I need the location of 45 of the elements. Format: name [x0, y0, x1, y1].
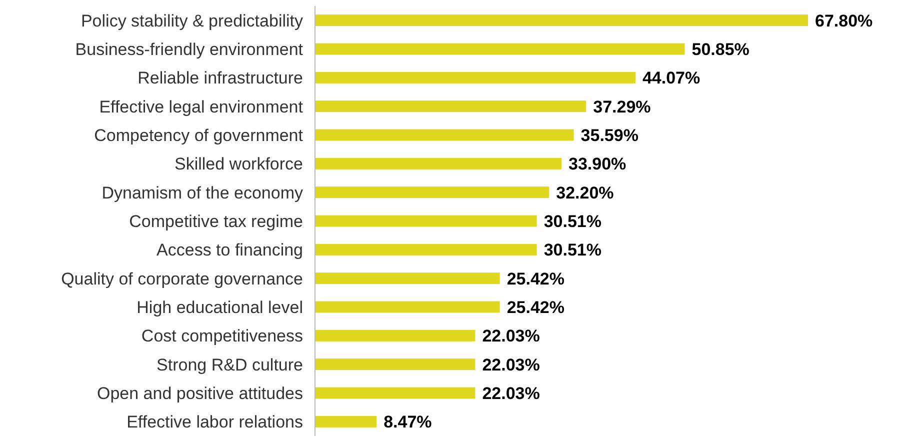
y-tick-label: Dynamism of the economy [102, 183, 304, 202]
bar [315, 215, 537, 227]
bar [315, 100, 586, 112]
y-tick-label: Competitive tax regime [129, 212, 303, 231]
bar [315, 14, 808, 26]
bar [315, 43, 685, 55]
data-label: 33.90% [568, 154, 626, 174]
data-label: 37.29% [593, 97, 651, 116]
data-label: 35.59% [580, 126, 638, 145]
y-tick-label: Quality of corporate governance [61, 269, 303, 288]
bar [315, 301, 500, 313]
data-label: 22.03% [482, 384, 540, 403]
data-label: 32.20% [556, 183, 614, 202]
data-label: 22.03% [482, 355, 540, 374]
data-label: 25.42% [506, 269, 565, 288]
y-tick-label: Cost competitiveness [141, 326, 303, 346]
y-tick-label: Effective legal environment [99, 97, 304, 116]
y-tick-label: Policy stability & predictability [80, 11, 304, 30]
data-label: 50.85% [692, 40, 750, 59]
bar [315, 416, 377, 428]
y-tick-label: Access to financing [156, 240, 303, 260]
data-label: 67.80% [815, 11, 873, 30]
y-tick-label: Strong R&D culture [156, 355, 303, 374]
bar [315, 158, 562, 170]
bar [315, 72, 636, 84]
bar [315, 272, 500, 284]
bar [315, 330, 476, 342]
data-label: 22.03% [482, 326, 540, 346]
y-tick-label: High educational level [136, 298, 303, 317]
bar [315, 186, 550, 198]
y-tick-label: Open and positive attitudes [96, 384, 303, 403]
y-tick-label: Business-friendly environment [75, 40, 304, 59]
y-tick-label: Reliable infrastructure [138, 68, 303, 88]
bar [315, 244, 537, 256]
data-label: 8.47% [384, 412, 432, 432]
bar [315, 358, 476, 370]
y-tick-label: Effective labor relations [126, 412, 303, 432]
y-tick-label: Skilled workforce [174, 154, 303, 174]
data-label: 30.51% [544, 212, 602, 231]
y-tick-label: Competency of government [94, 126, 304, 145]
data-label: 44.07% [642, 68, 700, 88]
bar [315, 129, 574, 141]
bar [315, 387, 476, 399]
data-label: 25.42% [506, 298, 565, 317]
data-label: 30.51% [544, 240, 602, 260]
